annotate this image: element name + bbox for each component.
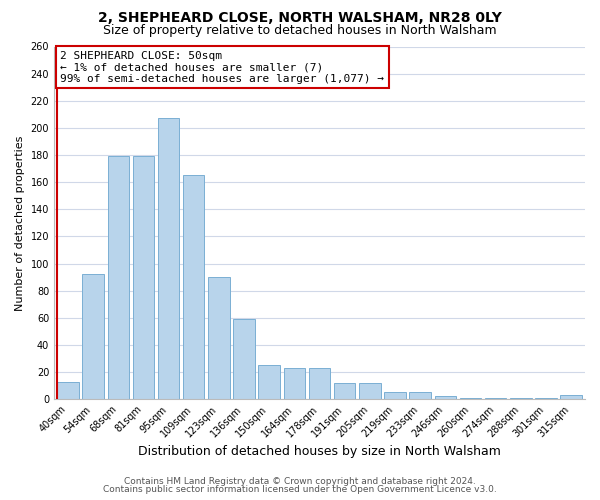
- Bar: [158, 118, 179, 399]
- Bar: [334, 383, 355, 399]
- Text: Contains public sector information licensed under the Open Government Licence v3: Contains public sector information licen…: [103, 485, 497, 494]
- Bar: [385, 392, 406, 399]
- Bar: [485, 398, 506, 399]
- Bar: [460, 398, 481, 399]
- Bar: [560, 395, 582, 399]
- Bar: [133, 156, 154, 399]
- Bar: [309, 368, 330, 399]
- Bar: [510, 398, 532, 399]
- Bar: [284, 368, 305, 399]
- Bar: [57, 382, 79, 399]
- Bar: [409, 392, 431, 399]
- Text: 2 SHEPHEARD CLOSE: 50sqm
← 1% of detached houses are smaller (7)
99% of semi-det: 2 SHEPHEARD CLOSE: 50sqm ← 1% of detache…: [61, 50, 385, 84]
- Bar: [535, 398, 557, 399]
- Text: Size of property relative to detached houses in North Walsham: Size of property relative to detached ho…: [103, 24, 497, 37]
- X-axis label: Distribution of detached houses by size in North Walsham: Distribution of detached houses by size …: [138, 444, 501, 458]
- Text: 2, SHEPHEARD CLOSE, NORTH WALSHAM, NR28 0LY: 2, SHEPHEARD CLOSE, NORTH WALSHAM, NR28 …: [98, 11, 502, 25]
- Bar: [208, 277, 230, 399]
- Bar: [183, 176, 205, 399]
- Bar: [259, 366, 280, 399]
- Text: Contains HM Land Registry data © Crown copyright and database right 2024.: Contains HM Land Registry data © Crown c…: [124, 477, 476, 486]
- Bar: [82, 274, 104, 399]
- Bar: [434, 396, 456, 399]
- Bar: [107, 156, 129, 399]
- Bar: [359, 383, 380, 399]
- Y-axis label: Number of detached properties: Number of detached properties: [15, 135, 25, 310]
- Bar: [233, 319, 255, 399]
